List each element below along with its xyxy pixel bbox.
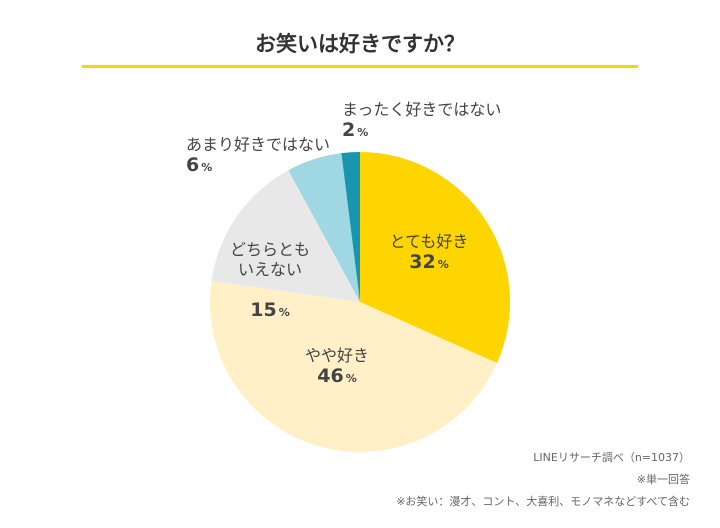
source-note: LINEリサーチ調べ（n=1037） [533,451,690,464]
slice-label-2: どちらとも いえない [229,240,310,279]
slice-label-4: まったく好きではない [342,100,502,119]
slice-value-4: 2% [342,119,369,141]
slice-label-0: とても好き [389,232,469,251]
chart-title: お笑いは好きですか？ [255,32,465,56]
label-slice-4: まったく好きではない 2% [342,100,501,143]
pie-slice-0 [360,152,510,364]
slice-label-1: やや好き [304,346,369,365]
label-slice-0: とても好き 32% [384,232,474,275]
label-slice-2: どちらとも いえない 15% [222,220,318,343]
single-answer-note: ※単一回答 [636,473,690,486]
slice-value-2: 15% [250,299,290,321]
pie-slice-1 [210,281,497,452]
pie-slice-4 [341,152,360,302]
definition-note: ※お笑い：漫才、コント、大喜利、モノマネなどすべて含む [396,495,690,508]
slice-label-3: あまり好きではない [186,135,331,154]
slice-value-3: 6% [186,154,213,176]
label-slice-3: あまり好きではない 6% [186,135,330,178]
pie-slice-2 [211,170,360,302]
label-slice-1: やや好き 46% [292,346,382,389]
pie-slice-3 [288,153,360,302]
title-underline [82,65,638,68]
slice-value-1: 46% [317,365,357,387]
slice-value-0: 32% [409,251,449,273]
